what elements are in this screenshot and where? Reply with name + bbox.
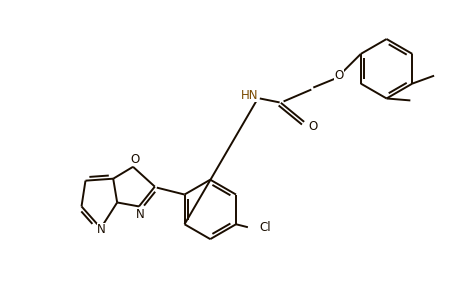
Text: O: O (335, 69, 344, 82)
Text: O: O (308, 120, 317, 133)
Text: N: N (136, 208, 144, 221)
Text: O: O (130, 153, 139, 166)
Text: N: N (97, 223, 106, 236)
Text: Cl: Cl (260, 221, 271, 234)
Text: HN: HN (241, 89, 258, 102)
